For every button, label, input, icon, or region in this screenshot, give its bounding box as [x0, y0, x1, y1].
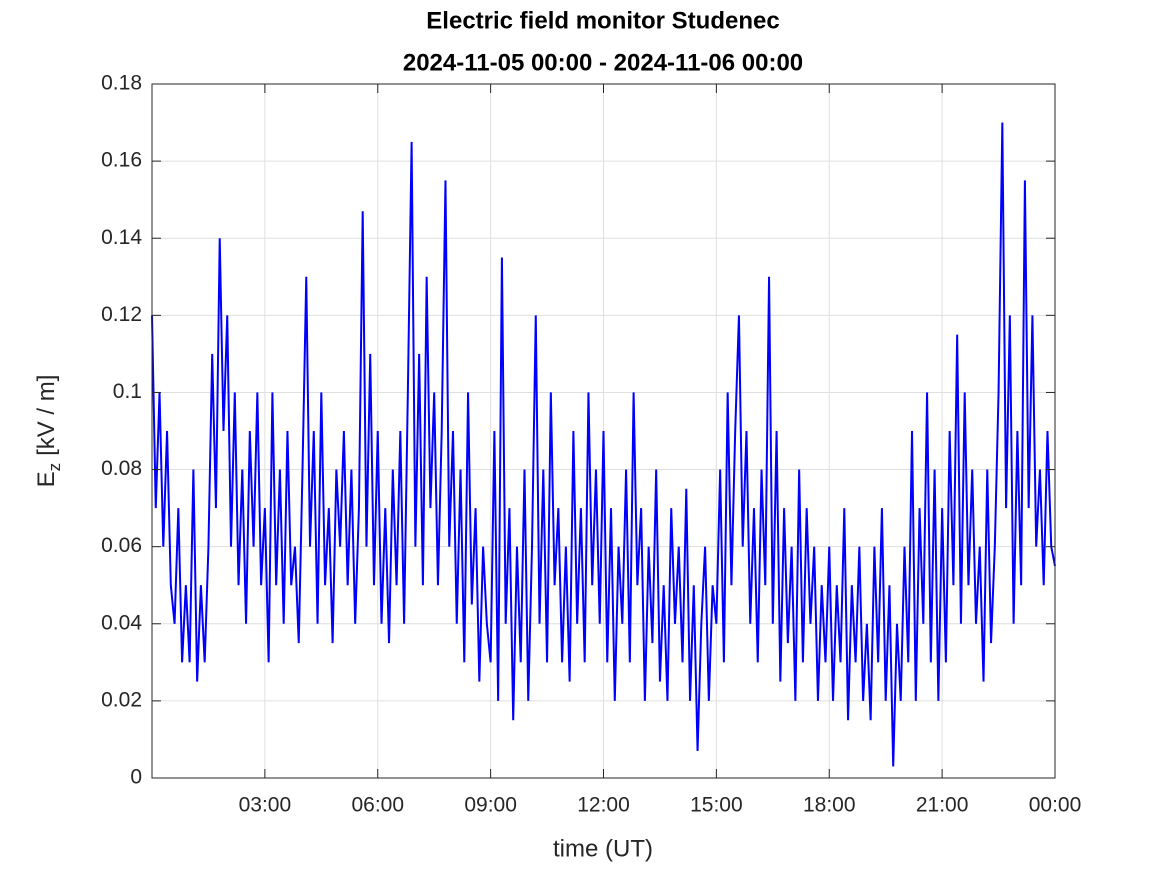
ticks: 0 0.02 0.04 0.06 0.08 0.1 0.12 0.14 0.16 0.18 03:0…: [101, 72, 1081, 817]
y-tick-label: 0.1: [113, 380, 142, 403]
x-tick-label: 03:00: [239, 794, 292, 817]
x-tick-label: 09:00: [464, 794, 517, 817]
y-label-subscript: z: [45, 463, 64, 472]
y-axis-label: Ez [kV / m]: [33, 375, 64, 488]
y-tick-label: 0.04: [101, 611, 142, 634]
y-label-symbol: E: [33, 471, 60, 487]
x-axis-label: time (UT): [553, 835, 653, 862]
y-tick-label: 0.12: [101, 303, 142, 326]
y-tick-label: 0.08: [101, 457, 142, 480]
data-line: [151, 122, 1056, 767]
x-tick-label: 15:00: [690, 794, 743, 817]
y-tick-label: 0: [130, 766, 142, 789]
x-tick-label: 12:00: [577, 794, 630, 817]
y-tick-label: 0.16: [101, 149, 142, 172]
chart-title: Electric field monitor Studenec: [426, 7, 779, 34]
x-tick-label: 21:00: [916, 794, 969, 817]
y-tick-label: 0.06: [101, 534, 142, 557]
y-tick-label: 0.18: [101, 72, 142, 95]
x-tick-label: 18:00: [803, 794, 856, 817]
x-tick-label: 00:00: [1029, 794, 1082, 817]
y-label-unit: [kV / m]: [33, 375, 60, 456]
chart-subtitle: 2024-11-05 00:00 - 2024-11-06 00:00: [403, 49, 803, 76]
y-tick-label: 0.02: [101, 688, 142, 711]
y-tick-label: 0.14: [101, 226, 142, 249]
x-tick-label: 06:00: [351, 794, 404, 817]
marks: [151, 122, 1056, 767]
